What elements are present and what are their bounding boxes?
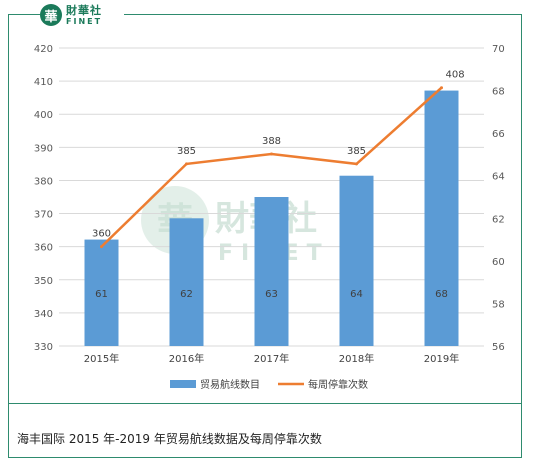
x-axis-tick-label: 2016年 bbox=[169, 352, 204, 365]
left-axis-tick-label: 420 bbox=[34, 44, 53, 55]
right-axis-tick-label: 68 bbox=[492, 87, 505, 98]
x-axis-tick-label: 2015年 bbox=[84, 352, 119, 365]
legend-bar-label: 贸易航线数目 bbox=[200, 378, 260, 391]
line-data-label: 360 bbox=[92, 229, 111, 240]
right-axis-tick-label: 66 bbox=[492, 129, 505, 140]
chart-caption: 海丰国际 2015 年-2019 年贸易航线数据及每周停靠次数 bbox=[8, 404, 522, 458]
right-axis-tick-label: 58 bbox=[492, 299, 505, 310]
right-axis-tick-label: 70 bbox=[492, 44, 505, 55]
line-point bbox=[100, 245, 103, 249]
line-data-label: 385 bbox=[347, 146, 366, 157]
right-axis-tick-label: 62 bbox=[492, 214, 505, 225]
line-point bbox=[440, 86, 443, 90]
combo-chart: 華財華社FINET3303403503603703803904004104205… bbox=[34, 44, 505, 391]
left-axis-tick-label: 380 bbox=[34, 176, 53, 187]
left-axis-tick-label: 330 bbox=[34, 342, 53, 353]
legend-line-label: 每周停靠次数 bbox=[308, 378, 368, 391]
bar-data-label: 68 bbox=[435, 289, 448, 300]
bar-data-label: 61 bbox=[95, 289, 108, 300]
line-point bbox=[355, 162, 358, 166]
line-data-label: 385 bbox=[177, 146, 196, 157]
bar-data-label: 64 bbox=[350, 289, 363, 300]
right-axis-tick-label: 56 bbox=[492, 342, 505, 353]
bar-data-label: 63 bbox=[265, 289, 278, 300]
left-axis-tick-label: 410 bbox=[34, 77, 53, 88]
bar-贸易航线数目 bbox=[254, 197, 289, 346]
left-axis-tick-label: 360 bbox=[34, 243, 53, 254]
right-axis-tick-label: 64 bbox=[492, 172, 505, 183]
bar-贸易航线数目 bbox=[424, 90, 459, 346]
x-axis-tick-label: 2018年 bbox=[339, 352, 374, 365]
x-axis-tick-label: 2019年 bbox=[424, 352, 459, 365]
x-axis-tick-label: 2017年 bbox=[254, 352, 289, 365]
bar-data-label: 62 bbox=[180, 289, 193, 300]
line-point bbox=[185, 162, 188, 166]
finet-logo: 華 財華社 FINET bbox=[40, 2, 124, 28]
left-axis-tick-label: 390 bbox=[34, 143, 53, 154]
logo-en: FINET bbox=[66, 16, 103, 26]
left-axis-tick-label: 340 bbox=[34, 309, 53, 320]
logo-mark-icon: 華 bbox=[40, 4, 62, 26]
legend-bar-swatch bbox=[170, 380, 196, 388]
bar-贸易航线数目 bbox=[84, 239, 119, 346]
line-point bbox=[270, 152, 273, 156]
left-axis-tick-label: 400 bbox=[34, 110, 53, 121]
line-data-label: 388 bbox=[262, 136, 281, 147]
logo-cn: 財華社 bbox=[66, 3, 102, 17]
bar-贸易航线数目 bbox=[169, 218, 204, 346]
bar-贸易航线数目 bbox=[339, 175, 374, 346]
line-data-label: 408 bbox=[446, 70, 465, 81]
left-axis-tick-label: 370 bbox=[34, 210, 53, 221]
left-axis-tick-label: 350 bbox=[34, 276, 53, 287]
right-axis-tick-label: 60 bbox=[492, 257, 505, 268]
